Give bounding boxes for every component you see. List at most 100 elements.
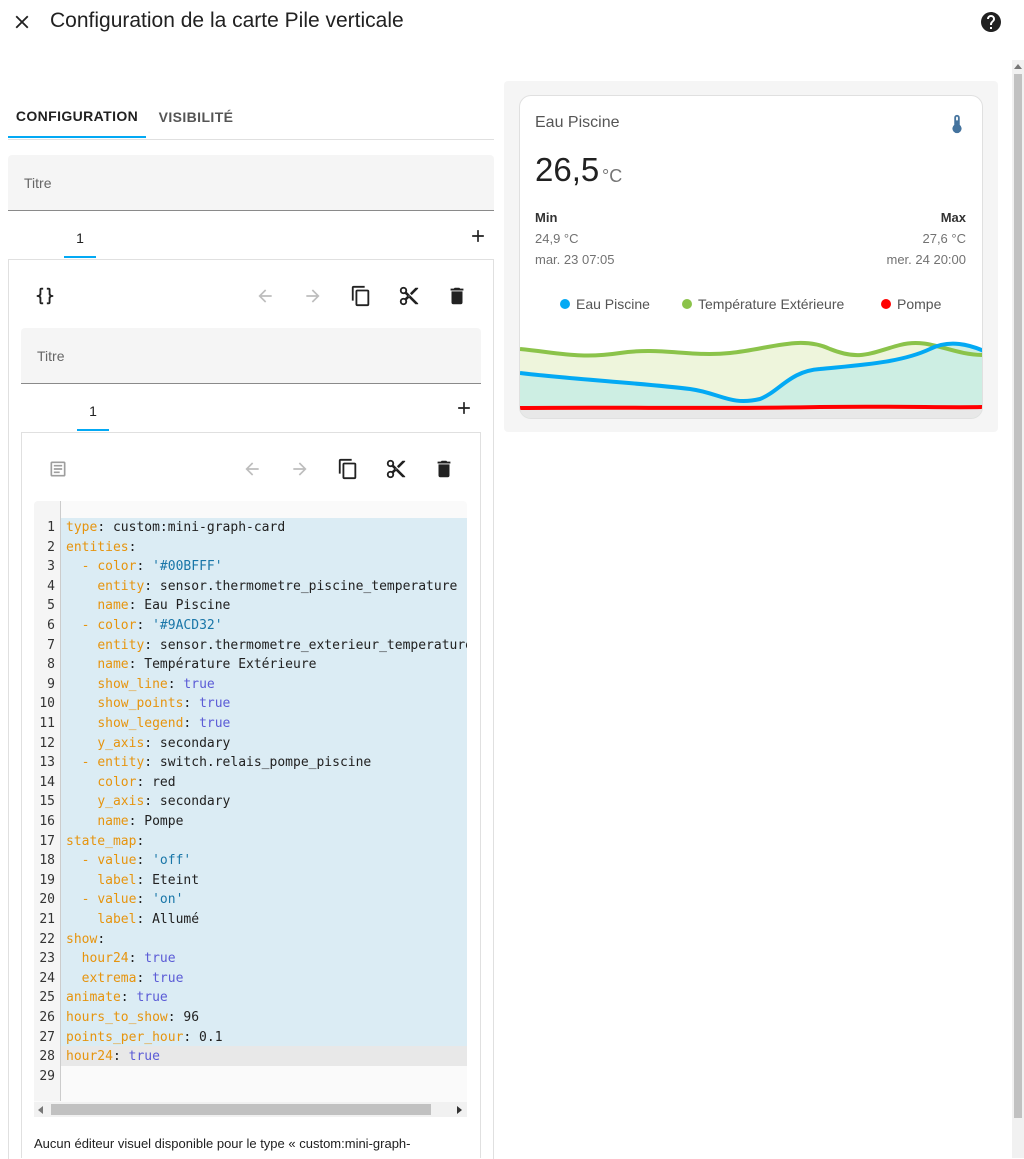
editor-scroll-thumb[interactable]: [51, 1104, 431, 1115]
legend-label: Température Extérieure: [698, 296, 845, 312]
legend-item-water[interactable]: Eau Piscine: [560, 296, 650, 312]
line-number: 1: [47, 520, 55, 535]
line-number: 27: [39, 1029, 55, 1045]
copy-icon: [351, 285, 370, 307]
code-line: hour24: true: [81, 951, 176, 967]
mini-graph-card[interactable]: Eau Piscine 26,5 °C Min 24,9 °C mar. 23 …: [519, 95, 983, 419]
inner-delete-button[interactable]: [429, 454, 459, 484]
code-braces-icon: [36, 287, 54, 305]
line-number: 5: [47, 598, 55, 614]
line-number: 16: [39, 814, 55, 829]
outer-move-right-button[interactable]: [298, 281, 328, 311]
max-value: 27,6 °C: [922, 231, 966, 246]
inner-card-tab-1[interactable]: 1: [89, 403, 97, 419]
code-line: entity: sensor.thermometre_piscine_tempe…: [97, 578, 458, 594]
scroll-right-arrow-icon[interactable]: [457, 1106, 462, 1114]
inner-card-panel: [21, 432, 481, 1158]
line-number: 23: [39, 951, 55, 967]
legend-label: Eau Piscine: [576, 296, 650, 312]
help-circle-icon: [981, 12, 1001, 32]
outer-move-left-button[interactable]: [250, 281, 280, 311]
code-line: color: red: [97, 774, 176, 790]
inner-move-right-button[interactable]: [285, 454, 315, 484]
mini-graph-plot: [520, 340, 982, 418]
card-state-value: 26,5: [535, 151, 600, 188]
scroll-left-arrow-icon[interactable]: [38, 1106, 43, 1114]
code-line: name: Eau Piscine: [97, 598, 231, 614]
min-value: 24,9 °C: [535, 231, 579, 246]
code-line: hours_to_show: 96: [66, 1010, 200, 1025]
outer-copy-button[interactable]: [346, 281, 376, 311]
min-time: mar. 23 07:05: [535, 252, 615, 267]
yaml-code-editor[interactable]: 1 2 3 4 5 6 7 8 9 10 11 12 13 14 15 16 17 18 19 20 21 22 23 24 2…: [34, 501, 467, 1117]
line-number: 6: [47, 618, 55, 633]
plus-icon: [458, 402, 470, 414]
code-line: hour24: true: [66, 1049, 160, 1065]
delete-icon: [437, 460, 451, 478]
code-line: show_legend: true: [97, 716, 231, 731]
line-gutter: [34, 501, 61, 1101]
line-number: 21: [39, 912, 55, 927]
arrow-right-icon: [293, 462, 307, 476]
help-button[interactable]: [978, 9, 1004, 35]
legend-item-pump[interactable]: Pompe: [881, 296, 941, 312]
inner-move-left-button[interactable]: [237, 454, 267, 484]
line-number: 14: [39, 774, 55, 790]
code-selection: [61, 518, 467, 1066]
code-line: show_line: true: [97, 676, 215, 692]
legend-dot-icon: [560, 299, 570, 309]
line-number: 26: [39, 1010, 55, 1025]
editor-horizontal-scrollbar[interactable]: [34, 1102, 467, 1117]
visual-editor-toggle-button[interactable]: [43, 454, 73, 484]
water-line: [520, 341, 982, 404]
inner-title-input[interactable]: [21, 328, 481, 383]
line-number: 28: [39, 1049, 55, 1065]
outer-title-input[interactable]: [8, 155, 494, 210]
window-scroll-thumb[interactable]: [1014, 74, 1022, 1118]
outer-title-field[interactable]: [8, 155, 494, 211]
line-number: 10: [39, 696, 55, 712]
window-vertical-scrollbar[interactable]: [1012, 60, 1024, 1158]
line-number: 8: [47, 657, 55, 673]
code-line: label: Eteint: [97, 872, 200, 888]
code-toggle-button[interactable]: [30, 281, 60, 311]
scroll-up-arrow-icon[interactable]: [1014, 64, 1022, 69]
outer-delete-button[interactable]: [442, 281, 472, 311]
legend-item-outdoor[interactable]: Température Extérieure: [682, 296, 844, 312]
code-line: y_axis: secondary: [97, 735, 231, 751]
code-line: name: Température Extérieure: [97, 657, 317, 673]
line-number: 2: [47, 539, 55, 555]
cut-icon: [399, 286, 419, 306]
active-line-highlight: [61, 1046, 467, 1066]
code-line: extrema: true: [81, 970, 184, 986]
line-number: 9: [47, 676, 55, 692]
tab-configuration[interactable]: CONFIGURATION: [8, 96, 146, 138]
pump-line: [520, 404, 982, 410]
inner-copy-button[interactable]: [333, 454, 363, 484]
arrow-left-icon: [258, 289, 272, 303]
outer-card-tab-1[interactable]: 1: [76, 230, 84, 246]
line-number: 20: [39, 892, 55, 908]
line-number: 7: [47, 637, 55, 653]
inner-cut-button[interactable]: [381, 454, 411, 484]
outer-cut-button[interactable]: [394, 281, 424, 311]
copy-icon: [338, 458, 357, 480]
code-line: - color: '#9ACD32': [81, 618, 223, 633]
arrow-left-icon: [245, 462, 259, 476]
line-number: 18: [39, 853, 55, 869]
close-button[interactable]: [8, 8, 36, 36]
legend-label: Pompe: [897, 296, 942, 312]
card-entity-name: Eau Piscine: [535, 114, 620, 131]
inner-title-field[interactable]: [21, 328, 481, 384]
code-line: - color: '#00BFFF': [81, 559, 223, 575]
tab-visibility[interactable]: VISIBILITÉ: [158, 109, 234, 125]
code-line: label: Allumé: [97, 912, 200, 927]
outer-add-card-button[interactable]: [466, 224, 490, 248]
close-icon: [15, 15, 29, 29]
code-line: - value: 'on': [81, 892, 184, 908]
legend-dot-icon: [881, 299, 891, 309]
inner-add-card-button[interactable]: [452, 396, 476, 420]
code-line: - value: 'off': [81, 853, 192, 869]
code-line: state_map:: [66, 833, 145, 849]
delete-icon: [450, 287, 464, 305]
